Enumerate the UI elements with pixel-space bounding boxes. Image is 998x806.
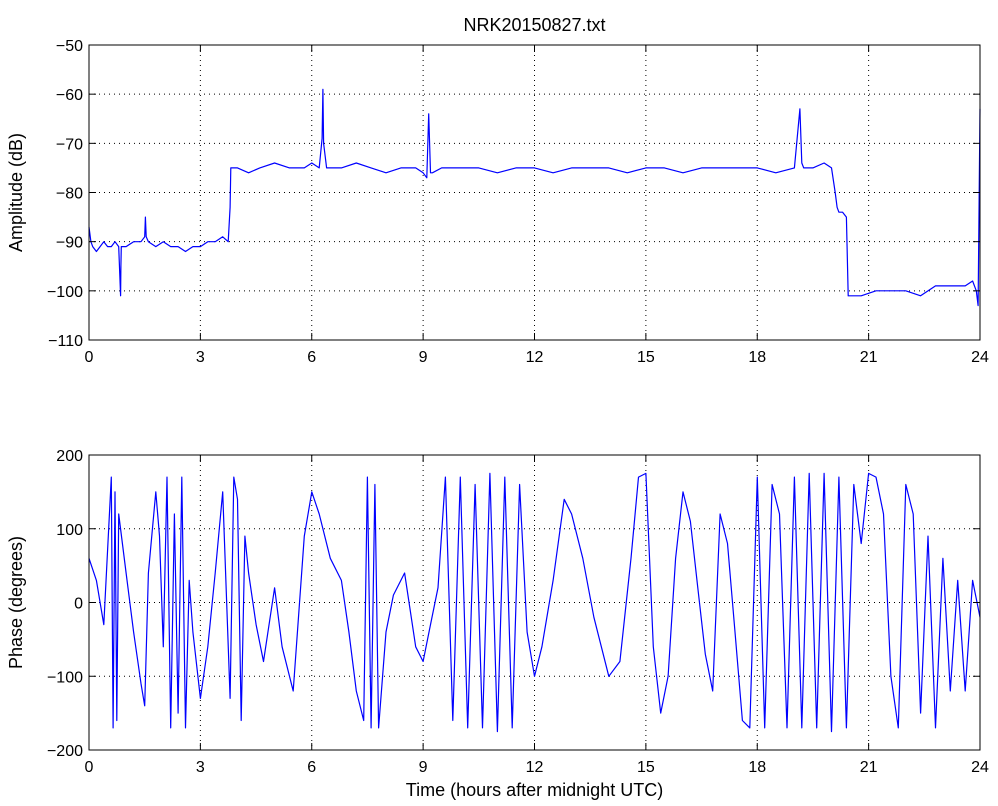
y-tick-label: −50 [56,38,83,55]
amplitude-plot: 0 3 6 9 12 15 18 21 24 −110 −100 −90 −80 −70 −60 −50 NRK… [6,15,989,366]
x-tick-label: 24 [971,349,989,366]
x-tick-label: 18 [748,759,766,776]
y-tick-label: 200 [56,448,83,465]
y-tick-label: −80 [56,186,83,203]
x-tick-label: 0 [85,349,94,366]
x-tick-label: 3 [196,759,205,776]
x-tick-label: 6 [307,759,316,776]
x-tick-label: 18 [748,349,766,366]
y-tick-label: −70 [56,136,83,153]
x-tick-label: 12 [526,759,544,776]
y-tick-label: −90 [56,235,83,252]
x-tick-label: 24 [971,759,989,776]
x-axis-label: Time (hours after midnight UTC) [406,780,663,800]
y-tick-label: −200 [47,743,83,760]
y-tick-label: −100 [47,669,83,686]
phase-plot: 0 3 6 9 12 15 18 21 24 −200 −100 0 100 200 Phase (degr… [6,448,989,800]
x-tick-label: 21 [860,759,878,776]
x-tick-label: 21 [860,349,878,366]
y-tick-label: 100 [56,522,83,539]
x-tick-label: 0 [85,759,94,776]
x-tick-label: 9 [419,349,428,366]
x-tick-label: 15 [637,759,655,776]
y-tick-label: −110 [48,333,83,350]
x-tick-label: 3 [196,349,205,366]
x-tick-label: 6 [307,349,316,366]
x-tick-label: 12 [526,349,544,366]
x-tick-label: 15 [637,349,655,366]
y-axis-label: Amplitude (dB) [6,133,26,252]
amplitude-series-line [88,88,981,307]
y-tick-label: −100 [47,284,83,301]
x-tick-label: 9 [419,759,428,776]
y-tick-label: −60 [56,87,83,104]
phase-series-line [88,472,981,733]
chart-title: NRK20150827.txt [463,15,605,35]
y-axis-label: Phase (degrees) [6,536,26,669]
y-tick-label: 0 [74,596,83,613]
